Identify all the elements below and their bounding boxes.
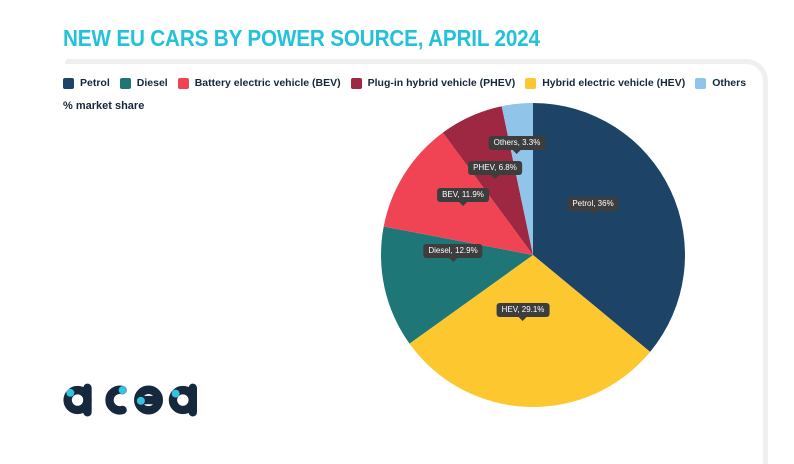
callout-bev: BEV, 11.9%: [437, 188, 489, 206]
legend-item-bev[interactable]: Battery electric vehicle (BEV): [177, 77, 341, 89]
logo-dot-c: [118, 386, 127, 395]
legend-item-label: Diesel: [136, 77, 168, 89]
legend-swatch: [525, 77, 537, 89]
legend-swatch: [350, 77, 362, 89]
legend-item-label: Others: [712, 77, 747, 89]
callout-petrol: Petrol, 36%: [567, 197, 619, 215]
legend-item-label: Plug-in hybrid vehicle (PHEV): [367, 77, 516, 89]
pie-slice-diesel[interactable]: [380, 226, 533, 344]
legend-swatch: [63, 77, 74, 89]
page-title: NEW EU CARS BY POWER SOURCE, APRIL 2024: [63, 25, 540, 51]
logo-dot-a2: [171, 389, 180, 398]
logo-dot-e: [136, 396, 145, 405]
chart-legend: Petrol Diesel Battery electric vehicle (…: [63, 77, 746, 89]
callout-others: Others, 3.3%: [488, 136, 546, 154]
pie-slice-petrol[interactable]: [533, 103, 686, 352]
legend-swatch: [695, 77, 707, 89]
callout-phev: PHEV, 6.8%: [468, 161, 522, 179]
pie-slice-hev[interactable]: [409, 255, 651, 408]
legend-item-petrol[interactable]: Petrol: [63, 77, 110, 89]
legend-item-phev[interactable]: Plug-in hybrid vehicle (PHEV): [350, 77, 516, 89]
callout-diesel: Diesel, 12.9%: [423, 244, 483, 262]
logo-dot-a1: [66, 388, 75, 397]
callout-hev: HEV, 29.1%: [496, 303, 550, 321]
legend-item-hev[interactable]: Hybrid electric vehicle (HEV): [525, 77, 685, 89]
legend-swatch: [119, 77, 131, 89]
legend-item-label: Hybrid electric vehicle (HEV): [542, 77, 686, 89]
legend-swatch: [177, 77, 189, 89]
axis-unit-label: % market share: [63, 100, 145, 112]
acea-logo: [63, 383, 197, 417]
legend-item-label: Battery electric vehicle (BEV): [194, 77, 341, 89]
pie-slice-phev[interactable]: [442, 106, 533, 255]
legend-item-label: Petrol: [80, 77, 110, 89]
legend-item-diesel[interactable]: Diesel: [119, 77, 168, 89]
legend-item-others[interactable]: Others: [695, 77, 746, 89]
